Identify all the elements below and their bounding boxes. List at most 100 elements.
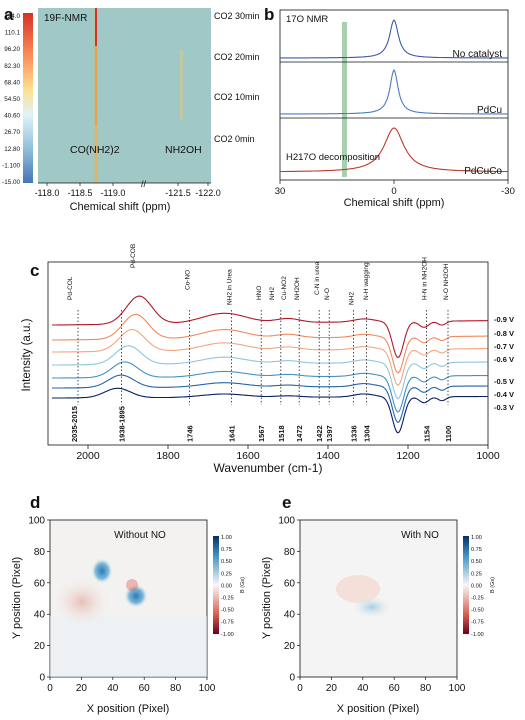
colorbar-tick: -1.00: [221, 632, 234, 638]
x-tick-label-c: 1400: [316, 450, 340, 462]
label-no-catalyst: No catalyst: [453, 49, 503, 60]
x-tick-label-a: -122.0: [195, 188, 221, 198]
x-tick-label: 40: [107, 683, 119, 694]
heatmap-a: [38, 8, 211, 183]
title-a: 19F-NMR: [44, 13, 87, 24]
title-e: With NO: [401, 530, 439, 541]
x-ticks-a: -118.0 -118.5 -119.0 -121.5 -122.0 //: [35, 179, 221, 198]
colorbar-tick: 0.50: [221, 559, 232, 565]
plot-b-frame: [279, 9, 509, 181]
y-tick-label: 60: [34, 578, 46, 589]
x-tick-label: 0: [297, 683, 303, 694]
band-position: 1100: [444, 426, 453, 442]
colorbar-tick: -0.75: [471, 620, 484, 626]
y-tick-label: 20: [34, 641, 46, 652]
colorbar-tick: 0.00: [221, 583, 232, 589]
colorbar-a-tick: 110.1: [5, 30, 21, 37]
x-tick-label-a: -121.5: [165, 188, 191, 198]
band-annotation: NH2: [349, 292, 356, 305]
x-tick-label-b: 30: [275, 186, 286, 197]
x-ticks-b: 30 0 -30: [275, 180, 515, 197]
x-ticks-c: 2000 1800 1600 1400 1200 1000: [76, 445, 500, 462]
colorbar-tick: -0.25: [221, 596, 234, 602]
ticks-e: 00 20 20 40 40 60 60 80 80 100 100: [278, 516, 465, 695]
colorbar-a-tick: 26.70: [4, 129, 20, 136]
y-tick-label: 100: [28, 516, 45, 527]
colorbar-e: [463, 536, 469, 634]
x-tick-label-a: -119.0: [101, 188, 126, 198]
potential-label: -0.3 V: [494, 403, 514, 412]
x-tick-label: 0: [47, 683, 53, 694]
annot-nh2oh: NH2OH: [165, 144, 202, 156]
y-tick-label: 80: [284, 547, 296, 558]
x-tick-label-b: -30: [501, 186, 515, 197]
x-tick-label-a: -118.0: [35, 188, 60, 198]
band-annotation: C-N in urea: [314, 261, 321, 295]
band-annotation: N-O NH2OH: [443, 263, 450, 300]
colorbar-a-tick: 54.50: [4, 96, 20, 103]
row-label-a: CO2 0min: [214, 134, 255, 144]
label-pdcuco: PdCuCo: [464, 166, 502, 177]
nmr-trace-pdcuco: [280, 127, 508, 173]
colorbar-a-tick: 124.0: [4, 13, 20, 20]
peak-nh2oh: [180, 50, 183, 120]
band-annotation: Pd-COB: [130, 244, 137, 268]
annot-urea: CO(NH2)2: [70, 144, 120, 156]
title-b: 17O NMR: [286, 14, 328, 25]
colorbar-a-tick: 40.60: [4, 113, 20, 120]
ticks-d: 00 20 20 40 40 60 60 80 80 100 100: [28, 516, 215, 695]
colorbar-e-ticks: 1.00 0.75 0.50 0.25 0.00 -0.25 -0.50 -0.75 -1.00…: [471, 535, 496, 638]
panel-label-c: c: [30, 261, 39, 280]
x-tick-label-c: 1800: [156, 450, 180, 462]
band-annotation: HNO: [256, 286, 263, 300]
colorbar-label-d: B (Gs): [240, 577, 246, 593]
colorbar-a-tick: 96.20: [4, 46, 20, 53]
potential-label: -0.4 V: [494, 390, 514, 399]
colorbar-a-tick: 68.40: [4, 79, 20, 86]
feature-e-blue: [350, 595, 394, 619]
ylabel-c: Intensity (a.u.): [21, 318, 33, 391]
colorbar-label-e: B (Gs): [490, 577, 496, 593]
xlabel-b: Chemical shift (ppm): [344, 197, 445, 209]
band-position: 1422: [315, 425, 324, 442]
panel-label-a: a: [4, 5, 14, 24]
band-position: 1397: [325, 425, 334, 442]
row-label-a: CO2 10min: [214, 92, 260, 102]
band-position: 1567: [257, 425, 266, 442]
x-tick-label-a: -118.5: [68, 188, 93, 198]
band-positions: 2035-2015 1938-1895 1746 1641 1567 1518 1472 14…: [70, 406, 453, 442]
ir-trace: [52, 295, 488, 358]
colorbar-tick: 0.75: [471, 547, 482, 553]
y-tick-label: 40: [34, 610, 46, 621]
ir-trace: [52, 313, 488, 374]
colorbar-tick: 0.25: [471, 571, 482, 577]
peak-urea-core: [95, 8, 97, 46]
band-annotation: H-N in NH2OH: [421, 257, 428, 300]
x-tick-label-c: 2000: [76, 450, 100, 462]
colorbar-tick: 1.00: [471, 535, 482, 541]
colorbar-tick: 0.25: [221, 571, 232, 577]
annot-h2o-decomp: H217O decomposition: [286, 152, 380, 163]
x-tick-label: 20: [76, 683, 88, 694]
band-annotations: Pd-COL Pd-COB Co-NO NH2 in Urea HNO NH2 Cu-NO2…: [67, 244, 450, 305]
band-position: 1472: [295, 425, 304, 442]
band-position: 1938-1895: [118, 406, 127, 442]
colorbar-tick: 0.50: [471, 559, 482, 565]
ir-spectra: [52, 295, 488, 434]
x-tick-label-b: 0: [391, 186, 396, 197]
x-tick-label-c: 1200: [396, 450, 420, 462]
y-tick-label: 40: [284, 610, 296, 621]
band-annotation: N-H wagging: [363, 262, 370, 300]
y-tick-label: 0: [289, 673, 295, 684]
label-pdcu: PdCu: [477, 105, 502, 116]
nmr-trace-no-catalyst: [280, 19, 508, 59]
feature-d-blob1: [91, 558, 113, 584]
x-tick-label-c: 1000: [476, 450, 500, 462]
x-tick-label: 100: [449, 683, 466, 694]
colorbar-tick: -0.25: [471, 596, 484, 602]
potential-label: -0.9 V: [494, 315, 514, 324]
band-position: 1641: [228, 425, 237, 442]
y-tick-label: 60: [284, 578, 296, 589]
colorbar-d: [213, 536, 219, 634]
ylabel-d: Y position (Pixel): [11, 557, 23, 639]
